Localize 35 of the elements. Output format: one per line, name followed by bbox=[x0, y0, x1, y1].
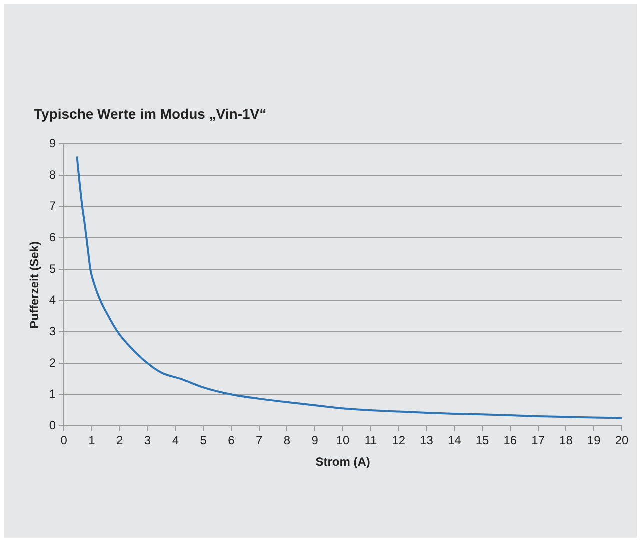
y-axis-title: Pufferzeit (Sek) bbox=[28, 242, 42, 329]
x-tick-label: 15 bbox=[476, 434, 490, 448]
x-tick-label: 19 bbox=[587, 434, 602, 448]
x-tick-label: 11 bbox=[364, 434, 378, 448]
x-tick-label: 5 bbox=[200, 434, 208, 448]
x-tick-label: 13 bbox=[420, 434, 434, 448]
y-tick-label: 0 bbox=[49, 418, 56, 433]
y-tick-label: 4 bbox=[49, 293, 56, 308]
y-tick-label: 9 bbox=[49, 136, 56, 151]
x-tick-label: 3 bbox=[144, 434, 152, 448]
x-tick-label: 17 bbox=[532, 434, 546, 448]
x-tick-label: 12 bbox=[392, 434, 406, 448]
chart-title: Typische Werte im Modus „Vin-1V“ bbox=[34, 106, 267, 122]
x-tick-label: 9 bbox=[312, 434, 319, 448]
x-tick-label: 2 bbox=[116, 434, 124, 448]
x-tick-label: 18 bbox=[560, 434, 574, 448]
x-tick-label: 16 bbox=[504, 434, 518, 448]
y-tick-label: 3 bbox=[49, 324, 56, 339]
y-tick-label: 5 bbox=[49, 262, 56, 276]
x-axis-title: Strom (A) bbox=[316, 455, 370, 470]
line-series bbox=[76, 156, 622, 420]
x-tick-label: 4 bbox=[172, 434, 180, 448]
y-tick-label: 1 bbox=[49, 387, 56, 402]
x-tick-label: 14 bbox=[448, 434, 462, 448]
y-tick-label: 6 bbox=[49, 230, 56, 245]
y-tick-label: 7 bbox=[49, 199, 56, 214]
y-tick-label: 2 bbox=[49, 356, 56, 370]
x-tick-label: 0 bbox=[60, 434, 68, 448]
x-tick-label: 8 bbox=[284, 434, 291, 448]
x-tick-label: 20 bbox=[615, 434, 629, 448]
x-tick-label: 6 bbox=[228, 434, 236, 448]
x-tick-label: 10 bbox=[336, 434, 350, 448]
x-tick-label: 1 bbox=[88, 434, 96, 448]
x-tick-label: 7 bbox=[256, 434, 264, 448]
y-tick-label: 8 bbox=[49, 168, 56, 182]
